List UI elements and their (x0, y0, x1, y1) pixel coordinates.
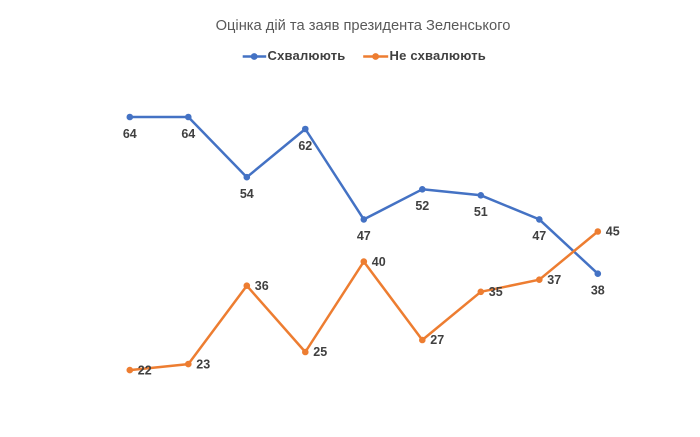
svg-text:22: 22 (138, 363, 152, 377)
svg-text:51: 51 (474, 205, 488, 219)
svg-text:27: 27 (430, 333, 444, 347)
svg-text:40: 40 (372, 255, 386, 269)
svg-text:52: 52 (415, 199, 429, 213)
svg-text:Схвалюють: Схвалюють (268, 48, 346, 63)
svg-text:64: 64 (181, 127, 195, 141)
svg-text:36: 36 (255, 279, 269, 293)
svg-text:54: 54 (240, 187, 254, 201)
svg-text:47: 47 (532, 229, 546, 243)
svg-text:Не схвалюють: Не схвалюють (390, 48, 486, 63)
svg-text:62: 62 (298, 139, 312, 153)
svg-text:Оцінка дій та заяв президента: Оцінка дій та заяв президента Зеленськог… (216, 18, 511, 34)
svg-text:64: 64 (123, 127, 137, 141)
svg-text:25: 25 (313, 345, 327, 359)
svg-text:47: 47 (357, 229, 371, 243)
svg-text:38: 38 (591, 284, 605, 298)
svg-text:45: 45 (606, 225, 620, 239)
svg-text:35: 35 (489, 285, 503, 299)
svg-text:23: 23 (196, 357, 210, 371)
svg-text:37: 37 (547, 273, 561, 287)
